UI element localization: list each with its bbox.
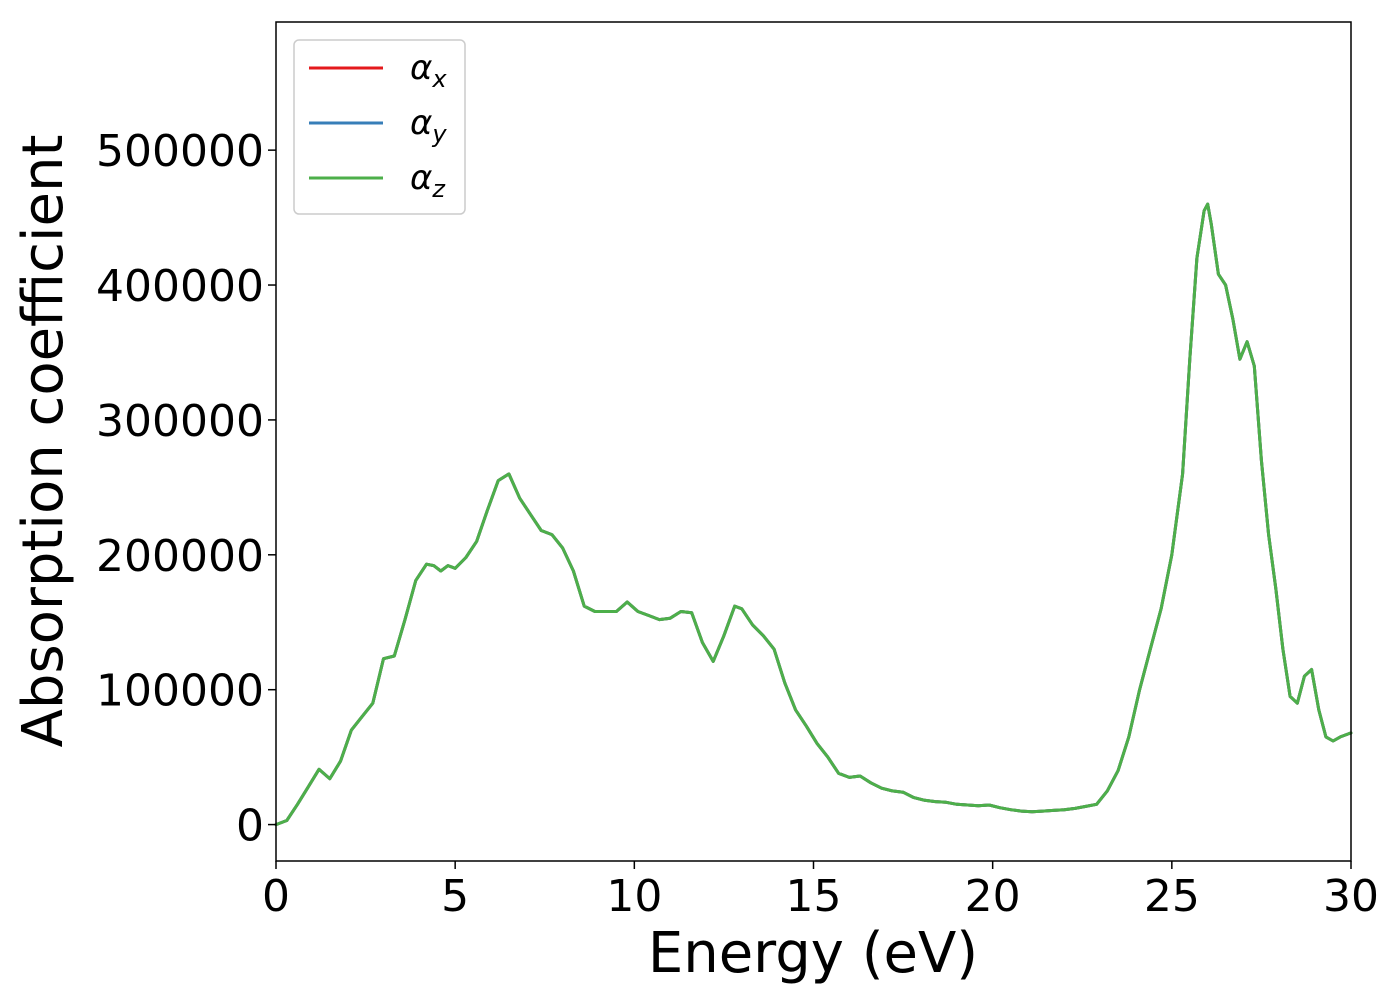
legend-label-subscript: z <box>431 175 446 203</box>
legend-label-symbol: α <box>410 103 432 143</box>
y-tick-label: 400000 <box>96 261 264 312</box>
y-axis-label: Absorption coefficient <box>11 135 76 748</box>
y-tick-label: 100000 <box>96 666 264 717</box>
legend-label-alpha-z: αz <box>410 158 446 203</box>
series-layer <box>274 202 1353 827</box>
x-axis-label: Energy (eV) <box>648 921 978 986</box>
legend-label-symbol: α <box>410 158 432 198</box>
legend-label-symbol: α <box>410 48 432 88</box>
legend-label-alpha-y: αy <box>410 103 447 148</box>
legend-box <box>293 39 466 215</box>
y-tick-label: 500000 <box>96 126 264 177</box>
x-tick-label: 20 <box>965 871 1021 922</box>
x-tick-label: 30 <box>1323 871 1379 922</box>
y-axis-ticks: 0 100000 200000 300000 400000 500000 <box>96 126 276 852</box>
x-tick-label: 5 <box>441 871 469 922</box>
y-tick-label: 200000 <box>96 531 264 582</box>
legend-label-subscript: x <box>431 65 447 93</box>
x-tick-label: 0 <box>262 871 290 922</box>
legend-label-subscript: y <box>431 120 447 148</box>
y-tick-label: 300000 <box>96 396 264 447</box>
x-tick-label: 25 <box>1144 871 1200 922</box>
series-line-alpha-z <box>274 202 1353 827</box>
y-tick-label: 0 <box>236 801 264 852</box>
x-tick-label: 10 <box>606 871 662 922</box>
x-axis-ticks: 0 5 10 15 20 25 30 <box>262 861 1379 922</box>
x-tick-label: 15 <box>786 871 842 922</box>
legend-label-alpha-x: αx <box>410 48 447 93</box>
